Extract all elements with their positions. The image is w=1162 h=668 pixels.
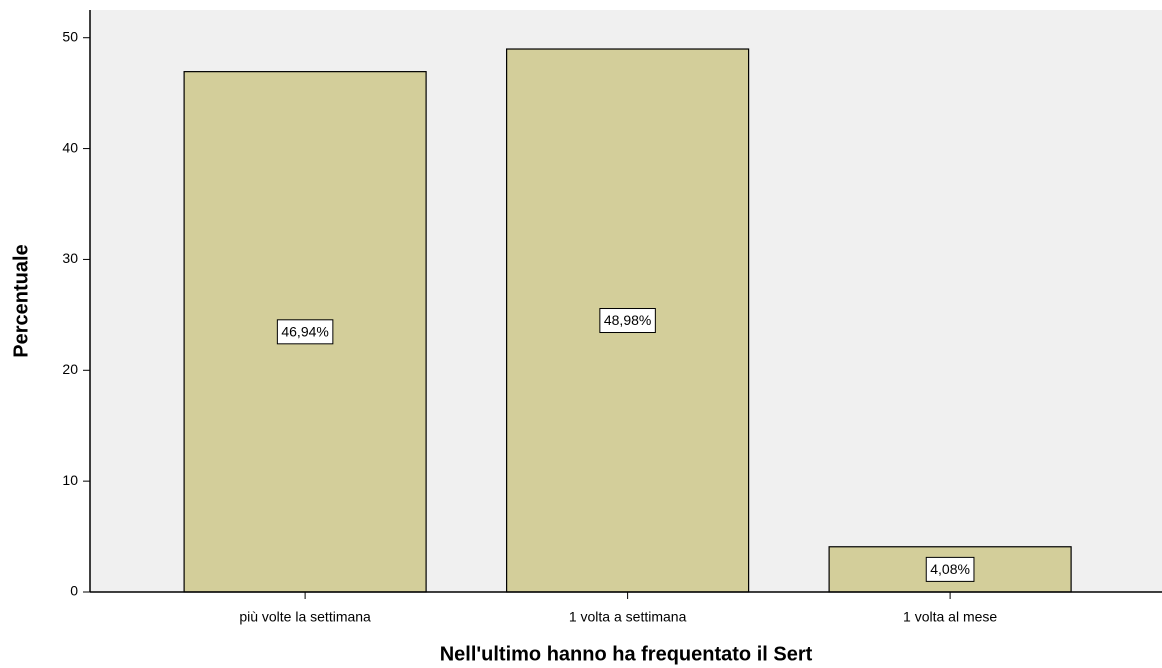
- y-axis-title: Percentuale: [10, 244, 32, 357]
- value-label-box: [925, 556, 975, 582]
- value-label-box: [599, 308, 656, 334]
- value-label: 4,08%: [930, 561, 970, 577]
- y-tick-label: 0: [70, 583, 78, 599]
- y-tick-label: 20: [62, 361, 78, 377]
- bar: [183, 71, 427, 593]
- x-axis-title: Nell'ultimo hanno ha frequentato il Sert: [440, 643, 813, 665]
- y-tick-label: 30: [62, 250, 78, 266]
- value-label: 46,94%: [281, 324, 328, 340]
- x-tick-label: 1 volta al mese: [903, 609, 997, 625]
- y-tick-label: 50: [62, 28, 78, 44]
- y-tick-label: 40: [62, 139, 78, 155]
- y-tick-label: 10: [62, 472, 78, 488]
- value-label: 48,98%: [604, 312, 651, 328]
- x-tick-label: più volte la settimana: [239, 609, 371, 625]
- value-label-box: [276, 319, 334, 345]
- x-tick-label: 1 volta a settimana: [569, 609, 687, 625]
